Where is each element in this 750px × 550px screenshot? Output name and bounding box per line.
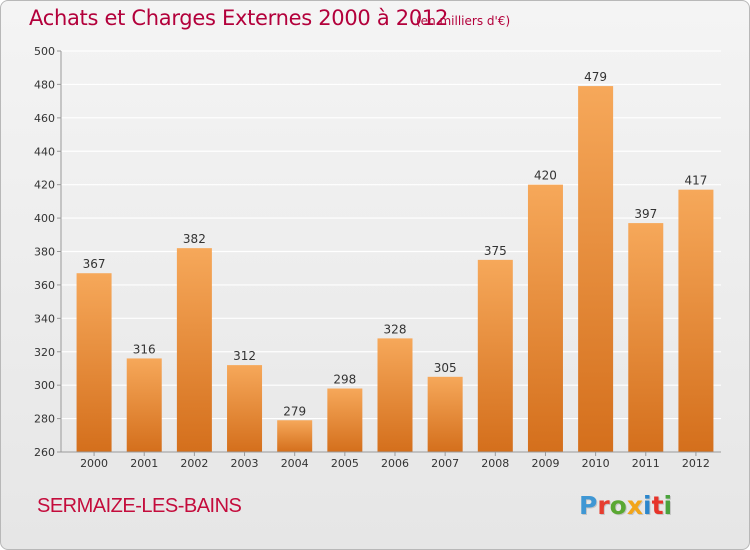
x-tick-label: 2011 [632, 457, 660, 470]
commune-name: SERMAIZE-LES-BAINS [37, 495, 242, 517]
chart-subtitle: (en milliers d'€) [416, 14, 511, 28]
x-tick-label: 2004 [281, 457, 309, 470]
y-tick-label: 460 [34, 112, 55, 125]
y-tick-label: 380 [34, 246, 55, 259]
bar-2011 [628, 223, 664, 452]
chart-title: Achats et Charges Externes 2000 à 2012 [29, 6, 449, 30]
logo-letter: o [609, 491, 627, 520]
bar-2004 [277, 420, 313, 452]
y-tick-label: 500 [34, 45, 55, 58]
bar-2002 [176, 248, 212, 452]
bar-2007 [427, 376, 463, 452]
data-label: 397 [634, 207, 657, 221]
y-tick-label: 420 [34, 179, 55, 192]
bar-2000 [76, 273, 112, 452]
data-label: 328 [384, 322, 407, 336]
data-labels: 367 316 382 312 279 298 328 305 375 420 479 397 417 [83, 70, 708, 418]
x-tick-label: 2009 [531, 457, 559, 470]
x-tick-label: 2006 [381, 457, 409, 470]
bar-2005 [327, 388, 363, 452]
data-label: 279 [283, 404, 306, 418]
y-tick-label: 320 [34, 346, 55, 359]
axes: 260 280 300 320 340 360 380 400 420 440 460 480 500 2… [34, 45, 721, 470]
bars [76, 86, 714, 453]
data-label: 375 [484, 244, 507, 258]
data-label: 417 [684, 174, 707, 188]
y-tick-label: 360 [34, 279, 55, 292]
data-label: 367 [83, 257, 106, 271]
logo-letter: P [579, 491, 598, 520]
bar-2001 [126, 358, 162, 452]
x-tick-label: 2001 [130, 457, 158, 470]
logo-letter: r [597, 491, 610, 520]
data-label: 298 [333, 373, 356, 387]
x-tick-label: 2003 [231, 457, 259, 470]
data-label: 305 [434, 361, 457, 375]
proxiti-logo: Proxiti [579, 491, 672, 520]
bar-2009 [527, 184, 563, 452]
data-label: 479 [584, 70, 607, 84]
bar-2003 [227, 365, 263, 452]
y-tick-label: 260 [34, 446, 55, 459]
data-label: 312 [233, 349, 256, 363]
logo-letter: i [663, 491, 673, 520]
x-tick-label: 2005 [331, 457, 359, 470]
y-tick-label: 440 [34, 145, 55, 158]
y-tick-label: 480 [34, 78, 55, 91]
data-label: 382 [183, 232, 206, 246]
bar-2010 [578, 86, 614, 453]
x-tick-label: 2000 [80, 457, 108, 470]
logo-letter: x [626, 491, 643, 520]
x-tick-label: 2010 [582, 457, 610, 470]
logo-letter: i [643, 491, 652, 520]
y-tick-label: 280 [34, 413, 55, 426]
bar-2008 [477, 259, 513, 452]
data-label: 420 [534, 169, 557, 183]
y-tick-label: 400 [34, 212, 55, 225]
x-tick-label: 2008 [481, 457, 509, 470]
data-label: 316 [133, 342, 156, 356]
logo-letter: t [651, 491, 664, 520]
bar-2006 [377, 338, 413, 452]
x-tick-label: 2002 [180, 457, 208, 470]
bar-2012 [678, 189, 714, 452]
y-tick-label: 300 [34, 379, 55, 392]
x-tick-label: 2012 [682, 457, 710, 470]
y-tick-label: 340 [34, 312, 55, 325]
x-tick-label: 2007 [431, 457, 459, 470]
